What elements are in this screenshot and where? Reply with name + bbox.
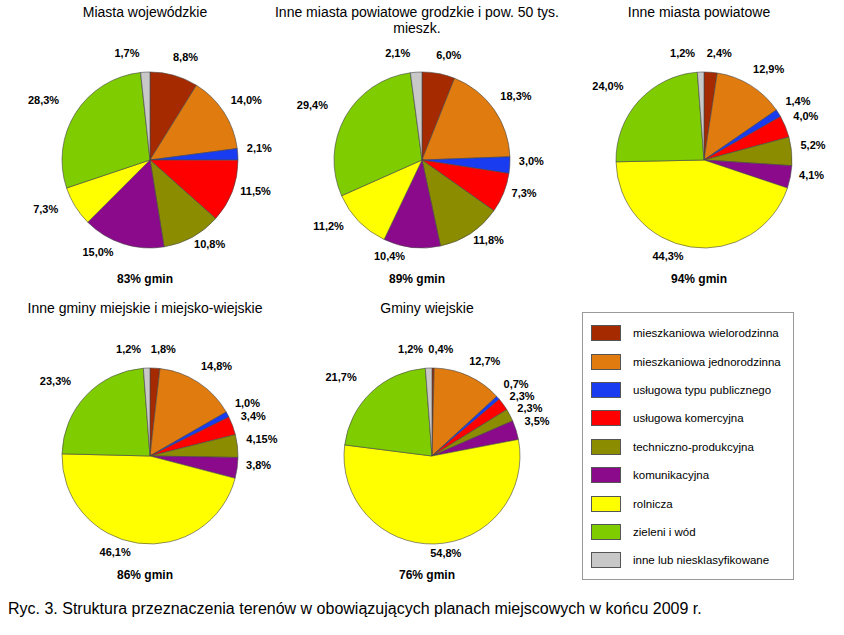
svg-text:4,0%: 4,0% [793, 110, 818, 122]
svg-text:1,2%: 1,2% [670, 47, 695, 59]
html-text:Gminy wiejskie: Gminy wiejskie [380, 300, 474, 316]
html-text:Inne miasta powiatowe grodzkie: Inne miasta powiatowe grodzkie i pow. 50… [275, 4, 559, 36]
html-text:usługowa typu publicznego: usługowa typu publicznego [633, 384, 772, 396]
svg-text:1,8%: 1,8% [151, 343, 176, 355]
svg-text:12,9%: 12,9% [753, 63, 784, 75]
html-text:89% gmin: 89% gmin [389, 272, 445, 286]
svg-text:54,8%: 54,8% [430, 547, 461, 559]
svg-text:2,4%: 2,4% [707, 47, 732, 59]
svg-text:0,7%: 0,7% [504, 378, 529, 390]
svg-text:28,3%: 28,3% [28, 94, 59, 106]
svg-text:15,0%: 15,0% [82, 246, 113, 258]
svg-text:2,3%: 2,3% [510, 390, 535, 402]
html-text:94% gmin: 94% gmin [671, 272, 727, 286]
svg-text:6,0%: 6,0% [436, 49, 461, 61]
svg-text:12,7%: 12,7% [469, 355, 500, 367]
svg-text:4,1%: 4,1% [799, 169, 824, 181]
svg-text:2,1%: 2,1% [247, 142, 272, 154]
html-text:komunikacyjna: komunikacyjna [633, 469, 710, 482]
svg-text:11,5%: 11,5% [240, 185, 271, 197]
html-text:Miasta wojewódzkie: Miasta wojewódzkie [82, 4, 208, 20]
html-text:83% gmin: 83% gmin [117, 272, 173, 286]
svg-text:10,8%: 10,8% [194, 238, 225, 250]
html-text:inne lub niesklasyfikowane: inne lub niesklasyfikowane [633, 554, 770, 567]
svg-text:3,5%: 3,5% [524, 415, 549, 427]
svg-text:11,2%: 11,2% [313, 220, 344, 232]
svg-text:21,7%: 21,7% [326, 371, 357, 383]
svg-text:10,4%: 10,4% [374, 250, 405, 262]
svg-text:7,3%: 7,3% [33, 203, 58, 215]
svg-text:2,1%: 2,1% [385, 47, 410, 59]
svg-text:0,4%: 0,4% [428, 343, 453, 355]
svg-text:11,8%: 11,8% [473, 234, 504, 246]
svg-text:14,8%: 14,8% [201, 360, 232, 372]
svg-text:29,4%: 29,4% [297, 99, 328, 111]
svg-text:1,2%: 1,2% [116, 343, 141, 355]
html-text:Ryc. 3. Struktura przeznaczeni: Ryc. 3. Struktura przeznaczenia terenów … [8, 600, 702, 617]
html-text:techniczno-produkcyjna: techniczno-produkcyjna [633, 440, 754, 453]
svg-text:24,0%: 24,0% [592, 80, 623, 92]
svg-text:23,3%: 23,3% [40, 375, 71, 387]
svg-text:7,3%: 7,3% [512, 187, 537, 199]
svg-text:1,2%: 1,2% [398, 343, 423, 355]
html-text:Inne gminy miejskie i miejsko-: Inne gminy miejskie i miejsko-wiejskie [27, 300, 263, 316]
html-text:usługowa komercyjna: usługowa komercyjna [633, 412, 744, 425]
svg-text:8,8%: 8,8% [173, 51, 198, 63]
svg-text:1,0%: 1,0% [235, 397, 260, 409]
svg-text:4,15%: 4,15% [246, 433, 277, 445]
html-text:mieszkaniowa wielorodzinna: mieszkaniowa wielorodzinna [633, 327, 779, 340]
svg-text:18,3%: 18,3% [500, 90, 531, 102]
svg-text:44,3%: 44,3% [652, 250, 683, 262]
svg-text:2,3%: 2,3% [517, 402, 542, 414]
svg-text:46,1%: 46,1% [100, 546, 131, 558]
html-text:rolnicza: rolnicza [633, 497, 673, 510]
html-text:mieszkaniowa jednorodzinna: mieszkaniowa jednorodzinna [633, 355, 781, 368]
html-text:86% gmin: 86% gmin [117, 568, 173, 582]
svg-text:3,4%: 3,4% [241, 410, 266, 422]
html-text:Inne miasta powiatowe: Inne miasta powiatowe [627, 4, 771, 20]
svg-text:5,2%: 5,2% [800, 139, 825, 151]
html-text:zieleni i wód: zieleni i wód [633, 525, 696, 538]
html-text:76% gmin: 76% gmin [399, 568, 455, 582]
svg-text:3,0%: 3,0% [519, 155, 544, 167]
svg-text:1,7%: 1,7% [114, 47, 139, 59]
svg-text:3,8%: 3,8% [246, 459, 271, 471]
svg-text:14,0%: 14,0% [231, 94, 262, 106]
svg-text:1,4%: 1,4% [785, 95, 810, 107]
